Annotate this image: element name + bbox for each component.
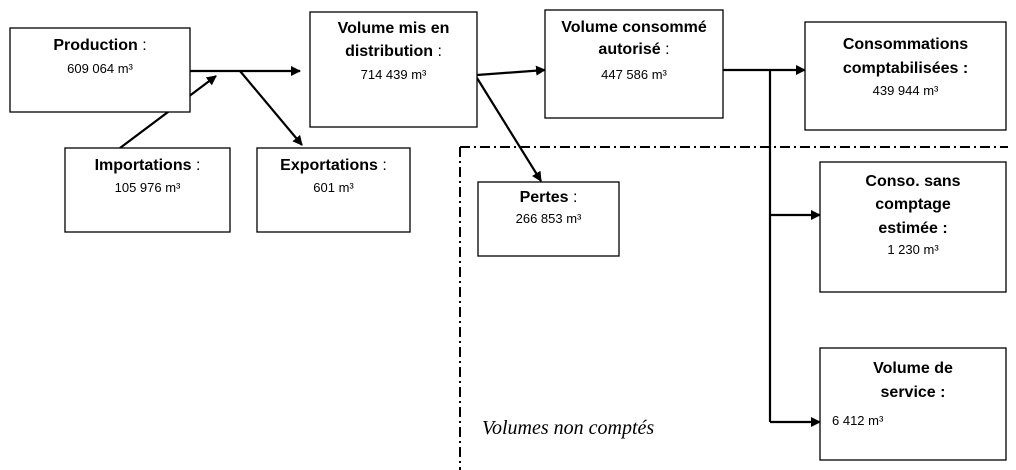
node-value: 6 412 m³	[832, 413, 884, 428]
box	[819, 161, 1007, 293]
node-box: Conso. sans comptage estimée : 1 230 m³	[819, 161, 1007, 293]
node-value: 601 m³	[313, 180, 354, 195]
box	[544, 9, 724, 119]
label-text: comptage	[875, 196, 951, 213]
node-label: Volume mis en	[338, 20, 450, 37]
label-text: Consommations	[843, 36, 968, 53]
node-label: comptabilisées :	[843, 60, 968, 77]
box	[9, 27, 191, 113]
label-text: Volume consommé	[561, 19, 707, 36]
label-text: Production	[53, 37, 137, 54]
label-text: Pertes	[520, 189, 569, 206]
node-box: Volume consommé autorisé : 447 586 m³	[544, 9, 724, 119]
node-label: autorisé :	[598, 41, 669, 58]
box	[819, 347, 1007, 461]
node-value: 266 853 m³	[516, 211, 582, 226]
node-box: Production :609 064 m³	[9, 27, 191, 113]
label-suffix: :	[661, 41, 670, 58]
node-value: 714 439 m³	[361, 67, 427, 82]
node-box: Exportations : 601 m³	[256, 147, 411, 233]
label-text: comptabilisées :	[843, 60, 968, 77]
node-label: comptage	[875, 196, 951, 213]
box	[256, 147, 411, 233]
node-label: Exportations :	[280, 157, 387, 174]
box	[64, 147, 231, 233]
label-suffix: :	[433, 43, 442, 60]
node-label: Pertes :	[520, 189, 578, 206]
label-suffix: :	[138, 37, 147, 54]
node-label: Importations :	[95, 157, 201, 174]
label-text: Volume mis en	[338, 20, 450, 37]
node-box: Volume de service : 6 412 m³	[819, 347, 1007, 461]
node-label: Production :	[53, 37, 146, 54]
node-box: Pertes : 266 853 m³	[477, 181, 620, 257]
node-label: Conso. sans	[865, 173, 960, 190]
label-text: autorisé	[598, 41, 660, 58]
node-label: distribution :	[345, 43, 442, 60]
connectors	[119, 65, 1008, 470]
label-text: distribution	[345, 43, 433, 60]
label-text: Exportations	[280, 157, 378, 174]
node-label: Volume consommé	[561, 19, 707, 36]
box	[477, 181, 620, 257]
node-box: Importations :105 976 m³	[64, 147, 231, 233]
label-suffix: :	[192, 157, 201, 174]
label-suffix: :	[378, 157, 387, 174]
arrow	[239, 70, 303, 146]
box	[309, 11, 478, 128]
label-text: Conso. sans	[865, 173, 960, 190]
node-label: Volume de	[873, 360, 953, 377]
node-value: 447 586 m³	[601, 67, 667, 82]
label-text: estimée :	[878, 220, 947, 237]
label-suffix: :	[569, 189, 578, 206]
node-value: 439 944 m³	[873, 83, 939, 98]
node-value: 609 064 m³	[67, 61, 133, 76]
box	[804, 21, 1007, 131]
arrow	[476, 65, 546, 77]
node-label: service :	[881, 384, 946, 401]
node-label: Consommations	[843, 36, 968, 53]
region-label: Volumes non comptés	[482, 417, 654, 439]
node-value: 105 976 m³	[115, 180, 181, 195]
node-label: estimée :	[878, 220, 947, 237]
label-text: Importations	[95, 157, 192, 174]
node-box: Consommations comptabilisées : 439 944 m³	[804, 21, 1007, 131]
label-text: Volume de	[873, 360, 953, 377]
arrow	[476, 77, 542, 182]
label-text: service :	[881, 384, 946, 401]
node-value: 1 230 m³	[887, 242, 939, 257]
